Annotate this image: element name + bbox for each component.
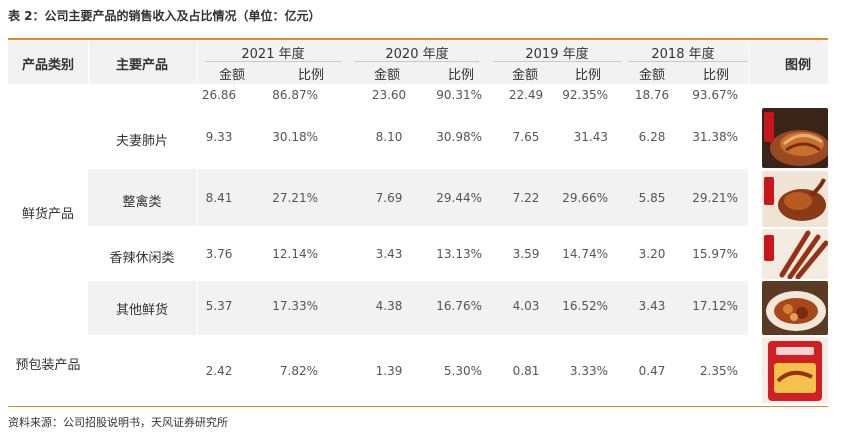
category-column-header: 产品类别 xyxy=(21,58,75,73)
table-cell: 3.43 xyxy=(638,299,666,313)
table-cell: 31.38% xyxy=(692,130,738,144)
table-cell: 9.33 xyxy=(205,130,233,144)
ratio-header: 比例 xyxy=(447,68,475,83)
table-cell: 5.37 xyxy=(205,299,233,313)
column-separator xyxy=(197,281,198,335)
table-cell: 7.82% xyxy=(279,364,318,378)
table-cell: 4.38 xyxy=(375,299,403,313)
column-separator xyxy=(748,40,749,84)
amount-header: 金额 xyxy=(511,68,539,83)
table-cell: 16.76% xyxy=(436,299,482,313)
product-label: 其他鲜货 xyxy=(115,303,169,318)
sliced-beef-dish-image xyxy=(762,108,828,168)
source-note: 资料来源：公司招股说明书，天风证券研究所 xyxy=(8,416,228,429)
ratio-header: 比例 xyxy=(297,68,325,83)
product-column-header: 主要产品 xyxy=(115,58,169,73)
table-cell: 3.33% xyxy=(569,364,608,378)
packaged-snack-bag-image xyxy=(762,337,828,403)
table-cell: 5.85 xyxy=(638,191,666,205)
table-cell: 14.74% xyxy=(562,247,608,261)
table-cell: 16.52% xyxy=(562,299,608,313)
table-cell: 17.33% xyxy=(272,299,318,313)
table-cell: 18.76 xyxy=(634,88,670,102)
table-top-rule xyxy=(8,38,828,40)
table-cell: 13.13% xyxy=(436,247,482,261)
table-cell: 3.20 xyxy=(638,247,666,261)
year-header-2021: 2021 年度 xyxy=(241,47,305,62)
year-underline xyxy=(355,61,479,62)
year-underline xyxy=(628,61,748,62)
table-cell: 7.22 xyxy=(512,191,540,205)
year-header-2018: 2018 年度 xyxy=(651,47,715,62)
product-label: 夫妻肺片 xyxy=(115,134,169,149)
column-separator xyxy=(197,169,198,226)
table-cell: 92.35% xyxy=(562,88,608,102)
table-cell: 3.76 xyxy=(205,247,233,261)
year-underline xyxy=(493,61,621,62)
table-cell: 8.41 xyxy=(205,191,233,205)
table-cell: 29.44% xyxy=(436,191,482,205)
table-cell: 1.39 xyxy=(375,364,403,378)
table-bottom-rule xyxy=(8,406,828,407)
table-cell: 30.18% xyxy=(272,130,318,144)
table-cell: 26.86 xyxy=(201,88,237,102)
table-cell: 0.81 xyxy=(512,364,540,378)
category-fresh-products: 鲜货产品 xyxy=(21,207,75,222)
year-underline xyxy=(205,61,341,62)
row-band xyxy=(88,281,748,335)
column-separator xyxy=(88,40,89,84)
category-packaged-products: 预包装产品 xyxy=(15,358,81,373)
column-separator xyxy=(197,40,198,84)
table-caption: 表 2：公司主要产品的销售收入及占比情况（单位：亿元） xyxy=(8,9,321,23)
table-cell: 3.59 xyxy=(512,247,540,261)
table-cell: 93.67% xyxy=(692,88,738,102)
table-cell: 15.97% xyxy=(692,247,738,261)
table-cell: 29.21% xyxy=(692,191,738,205)
table-cell: 17.12% xyxy=(692,299,738,313)
ratio-header: 比例 xyxy=(702,68,730,83)
table-cell: 23.60 xyxy=(371,88,407,102)
product-label: 整禽类 xyxy=(122,195,162,210)
table-cell: 7.69 xyxy=(375,191,403,205)
table-cell: 90.31% xyxy=(436,88,482,102)
table-cell: 3.43 xyxy=(375,247,403,261)
amount-header: 金额 xyxy=(373,68,401,83)
mixed-braised-platter-image xyxy=(762,281,828,335)
braised-duck-image xyxy=(762,171,828,227)
table-cell: 4.03 xyxy=(512,299,540,313)
legend-column-header: 图例 xyxy=(784,58,812,73)
table-cell: 0.47 xyxy=(638,364,666,378)
table-cell: 2.42 xyxy=(205,364,233,378)
amount-header: 金额 xyxy=(218,68,246,83)
ratio-header: 比例 xyxy=(574,68,602,83)
table-cell: 86.87% xyxy=(272,88,318,102)
table-cell: 31.43 xyxy=(573,130,608,144)
year-header-2019: 2019 年度 xyxy=(525,47,589,62)
spicy-skewers-image xyxy=(762,229,828,279)
amount-header: 金额 xyxy=(638,68,666,83)
table-cell: 22.49 xyxy=(508,88,544,102)
table-cell: 30.98% xyxy=(436,130,482,144)
table-header-background xyxy=(8,40,828,84)
table-cell: 6.28 xyxy=(638,130,666,144)
product-label: 香辣休闲类 xyxy=(109,251,175,266)
table-cell: 7.65 xyxy=(512,130,540,144)
table-cell: 8.10 xyxy=(375,130,403,144)
table-cell: 2.35% xyxy=(699,364,738,378)
row-band xyxy=(88,169,748,226)
table-cell: 5.30% xyxy=(443,364,482,378)
year-header-2020: 2020 年度 xyxy=(385,47,449,62)
table-cell: 29.66% xyxy=(562,191,608,205)
table-cell: 27.21% xyxy=(272,191,318,205)
table-cell: 12.14% xyxy=(272,247,318,261)
